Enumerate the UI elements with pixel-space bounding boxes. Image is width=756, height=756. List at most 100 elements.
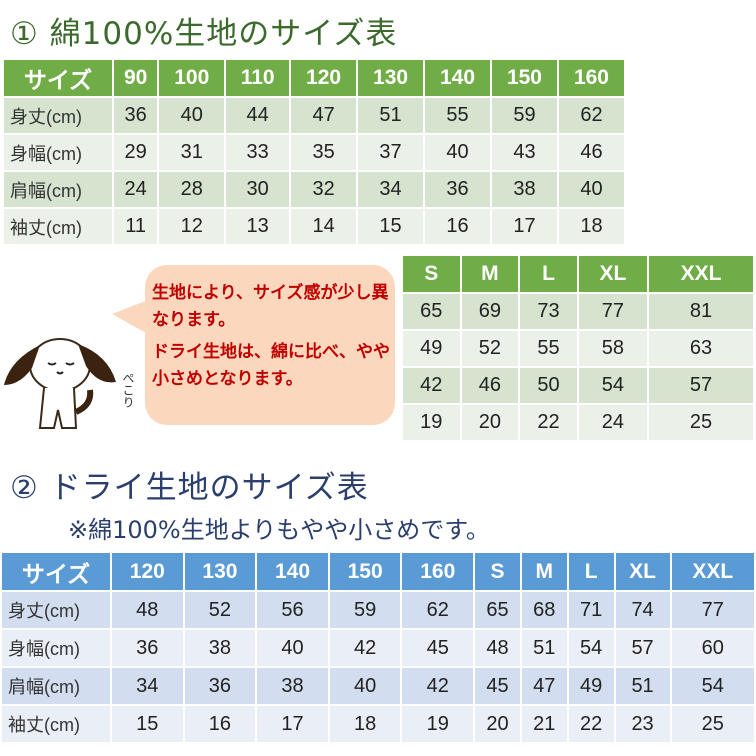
- table-cell: 55: [520, 331, 577, 366]
- size-header: XXL: [649, 256, 753, 292]
- table-cell: 74: [615, 592, 670, 628]
- table-cell: 65: [403, 294, 460, 329]
- table-cell: 34: [112, 668, 183, 704]
- size-header: 160: [558, 60, 624, 96]
- table-cell: 57: [615, 630, 670, 666]
- fabric-note: 生地により、サイズ感が少し異なります。 ドライ生地は、綿に比べ、やや小さめとなり…: [152, 280, 394, 398]
- table-cell: 43: [492, 135, 557, 170]
- table-cell: 60: [671, 630, 754, 666]
- header-row: S M L XL XXL: [403, 256, 753, 292]
- table-cell: 16: [425, 209, 490, 244]
- table-cell: 42: [329, 630, 401, 666]
- table-cell: 33: [226, 135, 290, 170]
- table-cell: 12: [159, 209, 225, 244]
- table-row: 65 69 73 77 81: [403, 294, 753, 329]
- table-cell: 45: [475, 668, 520, 704]
- table-cell: 40: [558, 172, 624, 207]
- size-header: 130: [184, 553, 256, 590]
- size-header: 140: [425, 60, 490, 96]
- table-cell: 21: [521, 706, 567, 742]
- table-cell: 54: [568, 630, 614, 666]
- table-cell: 36: [112, 630, 183, 666]
- table-cell: 42: [403, 368, 460, 403]
- size-header: 130: [358, 60, 424, 96]
- speech-bubble-tail: [112, 300, 148, 334]
- table-cell: 23: [615, 706, 670, 742]
- row-label: 身丈(cm): [4, 98, 112, 133]
- table-cell: 32: [291, 172, 357, 207]
- table-cell: 56: [257, 592, 328, 628]
- size-header: XXL: [671, 553, 754, 590]
- table-cell: 25: [649, 405, 753, 440]
- table-cell: 36: [114, 98, 158, 133]
- table-cell: 22: [568, 706, 614, 742]
- header-row: サイズ 120 130 140 150 160 S M L XL XXL: [2, 553, 754, 590]
- cotton-size-title: ① 綿100%生地のサイズ表: [10, 16, 398, 52]
- table-row: 袖丈(cm) 15 16 17 18 19 20 21 22 23 25: [2, 706, 754, 742]
- table-cell: 52: [461, 331, 519, 366]
- table-row: 身丈(cm) 48 52 56 59 62 65 68 71 74 77: [2, 592, 754, 628]
- table-cell: 59: [329, 592, 401, 628]
- bowing-dog-illustration: [4, 338, 116, 429]
- table-cell: 28: [159, 172, 225, 207]
- header-row: サイズ 90 100 110 120 130 140 150 160: [4, 60, 624, 96]
- table-cell: 46: [461, 368, 519, 403]
- table-cell: 81: [649, 294, 753, 329]
- table-cell: 38: [492, 172, 557, 207]
- table-cell: 69: [461, 294, 519, 329]
- size-header: 160: [402, 553, 474, 590]
- table-cell: 35: [291, 135, 357, 170]
- size-header: L: [568, 553, 614, 590]
- table-cell: 54: [671, 668, 754, 704]
- table-cell: 40: [257, 630, 328, 666]
- table-cell: 65: [475, 592, 520, 628]
- cotton-adult-size-table: S M L XL XXL 65 69 73 77 81 49 52 55 58 63 42 46 50 54 57 19…: [401, 254, 755, 442]
- size-header: M: [461, 256, 519, 292]
- table-cell: 17: [257, 706, 328, 742]
- size-header: S: [475, 553, 520, 590]
- size-header: XL: [615, 553, 670, 590]
- table-cell: 24: [114, 172, 158, 207]
- table-cell: 59: [492, 98, 557, 133]
- table-cell: 37: [358, 135, 424, 170]
- table-cell: 55: [425, 98, 490, 133]
- dry-size-table: サイズ 120 130 140 150 160 S M L XL XXL 身丈(cm) 48 52 56 59…: [0, 551, 756, 744]
- table-row: 19 20 22 24 25: [403, 405, 753, 440]
- table-cell: 51: [521, 630, 567, 666]
- size-header: 110: [226, 60, 290, 96]
- table-cell: 22: [520, 405, 577, 440]
- header-label: サイズ: [2, 553, 110, 590]
- size-header: L: [520, 256, 577, 292]
- table-cell: 31: [159, 135, 225, 170]
- size-header: M: [521, 553, 567, 590]
- table-cell: 68: [521, 592, 567, 628]
- table-cell: 29: [114, 135, 158, 170]
- table-cell: 15: [358, 209, 424, 244]
- table-row: 肩幅(cm) 34 36 38 40 42 45 47 49 51 54: [2, 668, 754, 704]
- size-header: 150: [492, 60, 557, 96]
- table-cell: 20: [475, 706, 520, 742]
- note-line-1: 生地により、サイズ感が少し異なります。: [152, 283, 389, 330]
- row-label: 袖丈(cm): [2, 706, 110, 742]
- dry-size-title: ② ドライ生地のサイズ表: [10, 470, 369, 506]
- row-label: 袖丈(cm): [4, 209, 112, 244]
- table-row: 肩幅(cm) 24 28 30 32 34 36 38 40: [4, 172, 624, 207]
- size-header: 120: [291, 60, 357, 96]
- table-cell: 38: [184, 630, 256, 666]
- row-label: 肩幅(cm): [2, 668, 110, 704]
- cotton-size-table: サイズ 90 100 110 120 130 140 150 160 身丈(cm) 36 40 44 47…: [2, 58, 626, 246]
- table-cell: 58: [578, 331, 648, 366]
- table-cell: 57: [649, 368, 753, 403]
- row-label: 身幅(cm): [4, 135, 112, 170]
- table-cell: 62: [402, 592, 474, 628]
- table-cell: 47: [291, 98, 357, 133]
- table-cell: 77: [671, 592, 754, 628]
- size-header: XL: [578, 256, 648, 292]
- table-cell: 40: [425, 135, 490, 170]
- table-cell: 63: [649, 331, 753, 366]
- size-header: 100: [159, 60, 225, 96]
- table-cell: 19: [403, 405, 460, 440]
- table-cell: 38: [257, 668, 328, 704]
- dog-caption: ぺこり: [121, 372, 135, 408]
- size-header: S: [403, 256, 460, 292]
